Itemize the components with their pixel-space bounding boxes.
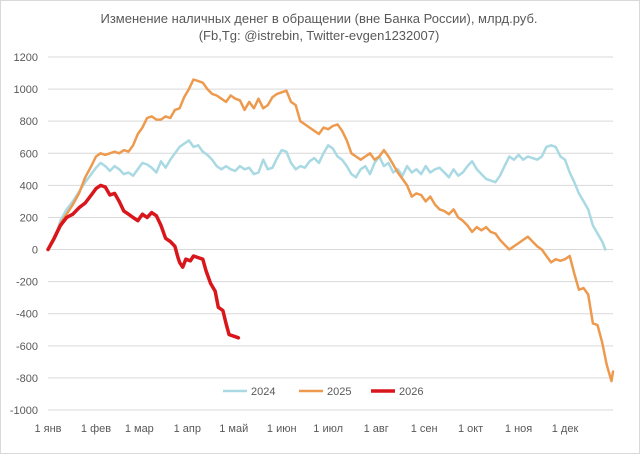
y-tick-label: -200 [16, 277, 38, 289]
x-axis-ticks: 1 янв 1 фев 1 мар 1 апр 1 май 1 июн 1 июл 1 авг… [34, 423, 578, 435]
chart-title: Изменение наличных денег в обращении (вн… [100, 11, 537, 26]
series-line-2025 [46, 78, 615, 383]
series-line-2026 [46, 183, 241, 340]
legend: 2024 2025 2026 [223, 386, 423, 398]
legend-label: 2024 [251, 386, 275, 398]
x-tick-label: 1 сен [411, 423, 438, 435]
legend-label: 2026 [399, 386, 423, 398]
x-tick-label: 1 авг [364, 423, 389, 435]
y-tick-label: 400 [20, 180, 38, 192]
y-tick-label: 800 [20, 116, 38, 128]
y-tick-label: 1000 [14, 84, 38, 96]
y-tick-label: 200 [20, 212, 38, 224]
x-tick-label: 1 июн [267, 423, 297, 435]
x-tick-label: 1 окт [458, 423, 483, 435]
y-tick-label: -800 [16, 373, 38, 385]
x-tick-label: 1 июл [313, 423, 343, 435]
gridlines [48, 56, 613, 411]
series-lines [46, 78, 615, 383]
y-tick-label: 0 [32, 245, 38, 257]
x-tick-label: 1 мар [125, 423, 154, 435]
y-tick-label: -400 [16, 309, 38, 321]
y-tick-label: 600 [20, 148, 38, 160]
y-tick-label: -1000 [10, 405, 38, 417]
x-tick-label: 1 дек [552, 423, 579, 435]
x-tick-label: 1 апр [174, 423, 201, 435]
y-tick-label: -600 [16, 341, 38, 353]
series-line-2024 [46, 139, 607, 251]
x-tick-label: 1 фев [81, 423, 111, 435]
x-tick-label: 1 янв [34, 423, 61, 435]
y-tick-label: 1200 [14, 52, 38, 64]
y-axis-ticks: 1200 1000 800 600 400 200 0 -200 -400 -600 -800 -10… [10, 52, 38, 417]
chart-subtitle: (Fb,Tg: @istrebin, Twitter-evgen1232007) [199, 28, 440, 43]
x-tick-label: 1 ноя [505, 423, 532, 435]
legend-label: 2025 [327, 386, 351, 398]
x-tick-label: 1 май [219, 423, 248, 435]
